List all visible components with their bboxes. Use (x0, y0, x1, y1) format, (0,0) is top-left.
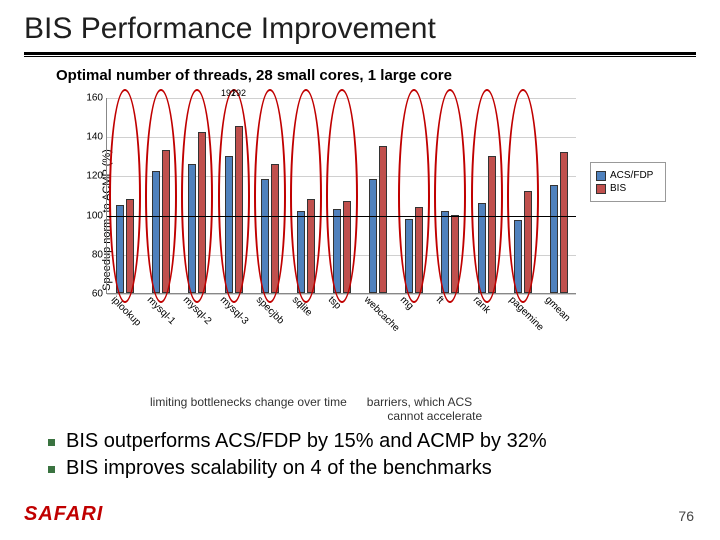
bar-acsfdp (369, 179, 377, 293)
gridline (107, 98, 576, 99)
bar-bis (379, 146, 387, 293)
bar-acsfdp (152, 171, 160, 293)
bar-group (261, 164, 279, 293)
bar-acsfdp (441, 211, 449, 293)
title-rule (24, 52, 696, 57)
category-label: pagemine (507, 294, 546, 333)
page-number: 76 (678, 508, 694, 524)
category-label: mg (398, 294, 416, 312)
bar-bis (307, 199, 315, 293)
bar-group (405, 207, 423, 293)
ytick-label: 60 (92, 289, 103, 300)
chart-subtitle: Optimal number of threads, 28 small core… (56, 67, 696, 84)
plot-area: 6080100120140160iplookupmysql-1mysql-2my… (106, 98, 576, 294)
bar-bis (198, 132, 206, 293)
bar-group (478, 156, 496, 293)
chart-legend: ACS/FDP BIS (590, 162, 666, 202)
bar-group (152, 150, 170, 293)
bar-bis (415, 207, 423, 293)
bar-bis (488, 156, 496, 293)
bar-acsfdp (514, 220, 522, 293)
baseline-100 (107, 216, 576, 217)
legend-label: ACS/FDP (610, 170, 653, 181)
annotation-line: limiting bottlenecks change over time ba… (150, 395, 472, 409)
bar-acsfdp (405, 219, 413, 293)
bullet-item: BIS outperforms ACS/FDP by 15% and ACMP … (44, 430, 696, 453)
category-label: mysql-1 (145, 294, 178, 327)
ytick-label: 80 (92, 249, 103, 260)
annotation-overlay: limiting bottlenecks change over time ba… (150, 395, 472, 423)
bar-group (441, 211, 459, 293)
bar-group (550, 152, 568, 293)
annotation-line: cannot accelerate (150, 409, 482, 423)
bar-group (369, 146, 387, 293)
gridline (107, 176, 576, 177)
category-label: rank (470, 294, 492, 316)
gridline (107, 294, 576, 295)
category-label: sqlite (290, 294, 314, 318)
legend-item: BIS (596, 183, 660, 194)
category-label: mysql-3 (217, 294, 250, 327)
bar-bis (524, 191, 532, 293)
category-label: mysql-2 (181, 294, 214, 327)
bar-acsfdp (550, 185, 558, 293)
category-label: webcache (362, 294, 402, 334)
bar-acsfdp (333, 209, 341, 293)
category-label: iplookup (109, 294, 143, 328)
overflow-label: 192 (231, 88, 246, 98)
ytick-label: 100 (86, 210, 103, 221)
bar-acsfdp (261, 179, 269, 293)
bar-bis (162, 150, 170, 293)
slide: BIS Performance Improvement Optimal numb… (0, 0, 720, 540)
bullet-item: BIS improves scalability on 4 of the ben… (44, 457, 696, 480)
overflow-label: 192 (221, 88, 236, 98)
ytick-label: 140 (86, 132, 103, 143)
legend-label: BIS (610, 183, 626, 194)
bar-acsfdp (297, 211, 305, 293)
bar-acsfdp (225, 156, 233, 293)
bar-bis (126, 199, 134, 293)
bar-bis (235, 126, 243, 293)
bar-acsfdp (188, 164, 196, 293)
safari-logo: SAFARI (24, 503, 103, 526)
category-label: specjbb (253, 294, 285, 326)
bar-bis (560, 152, 568, 293)
category-label: tsp (326, 294, 343, 311)
bar-bis (271, 164, 279, 293)
legend-swatch-acsfdp (596, 171, 606, 181)
bar-group (116, 199, 134, 293)
bar-group (297, 199, 315, 293)
bar-group (188, 132, 206, 293)
ytick-label: 160 (86, 93, 103, 104)
category-label: gmean (543, 294, 572, 323)
page-title: BIS Performance Improvement (24, 12, 696, 46)
bar-group (225, 126, 243, 293)
legend-swatch-bis (596, 184, 606, 194)
bullet-list: BIS outperforms ACS/FDP by 15% and ACMP … (44, 430, 696, 480)
category-label: ft (434, 294, 446, 306)
bar-group (514, 191, 532, 293)
bar-acsfdp (116, 205, 124, 293)
bar-bis (451, 215, 459, 293)
chart-container: Speedup norm. to ACMP (%) 60801001201401… (74, 90, 664, 350)
gridline (107, 137, 576, 138)
legend-item: ACS/FDP (596, 170, 660, 181)
ytick-label: 120 (86, 171, 103, 182)
